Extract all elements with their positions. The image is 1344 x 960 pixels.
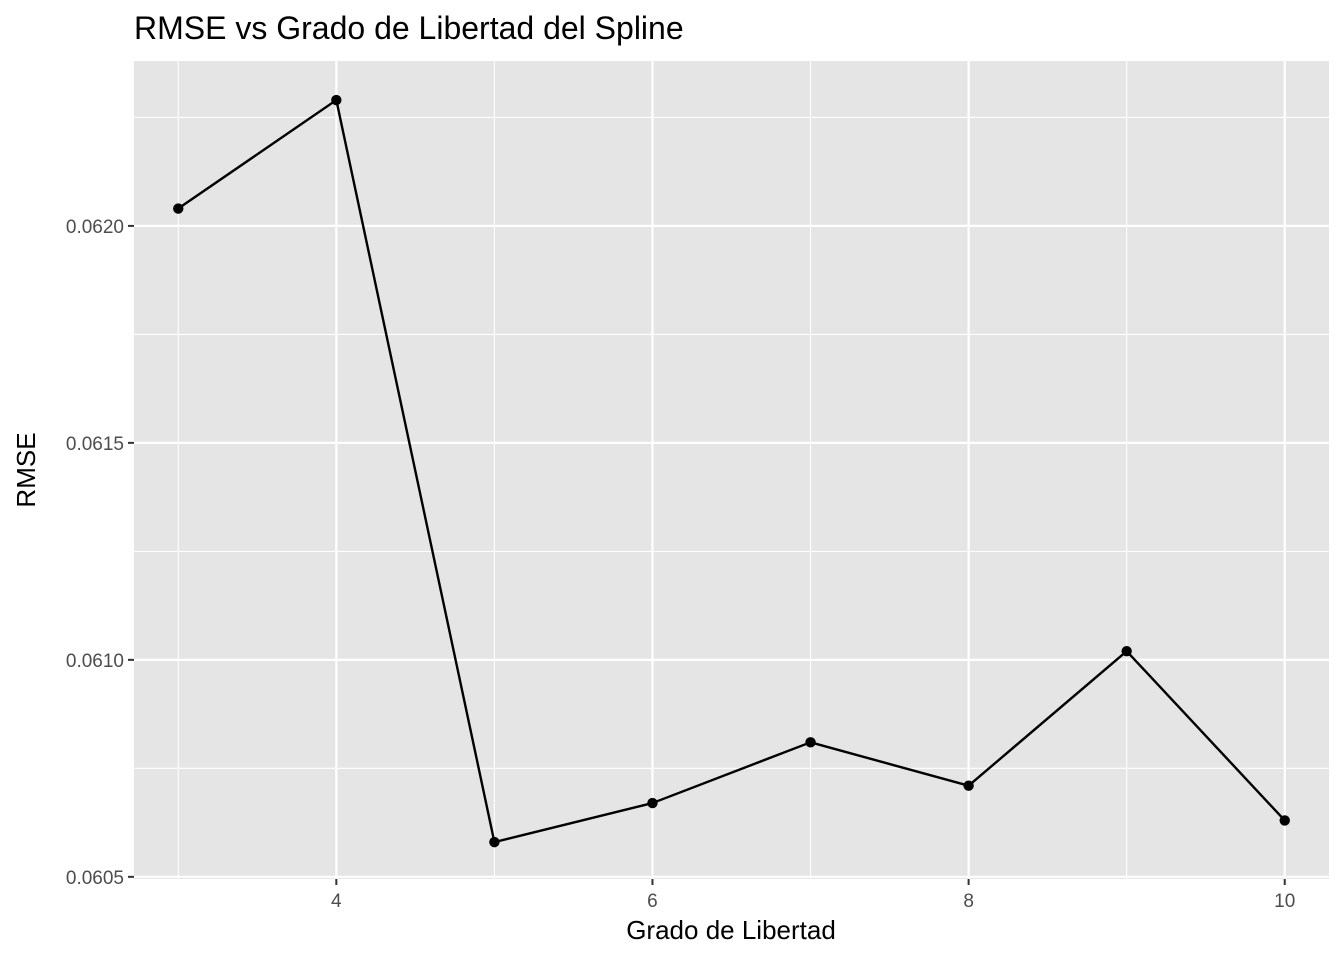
data-point bbox=[173, 203, 184, 214]
y-tick-label: 0.0605 bbox=[66, 868, 124, 889]
data-point bbox=[489, 836, 500, 848]
chart-title: RMSE vs Grado de Libertad del Spline bbox=[134, 10, 684, 46]
grid-lines bbox=[134, 61, 1329, 879]
data-point bbox=[1121, 645, 1132, 657]
x-tick-label: 6 bbox=[647, 891, 658, 912]
axes: 4 6 8 10 0.0605 0.0610 0.0615 0.0620 bbox=[66, 217, 1295, 912]
data-point bbox=[1279, 815, 1290, 826]
x-axis-title: Grado de Libertad bbox=[626, 915, 836, 945]
x-tick-label: 10 bbox=[1274, 891, 1295, 912]
y-tick-label: 0.0610 bbox=[66, 651, 124, 672]
data-point bbox=[963, 780, 974, 791]
y-tick-label: 0.0615 bbox=[66, 434, 124, 455]
data-point bbox=[805, 737, 816, 748]
x-tick-label: 8 bbox=[963, 891, 974, 912]
plot-panel bbox=[134, 61, 1329, 879]
data-point bbox=[331, 94, 342, 106]
y-axis-title: RMSE bbox=[11, 432, 41, 507]
series-rmse bbox=[173, 94, 1290, 848]
y-tick-label: 0.0620 bbox=[66, 217, 124, 238]
series-line bbox=[177, 98, 1286, 844]
data-point bbox=[647, 797, 658, 809]
x-tick-label: 4 bbox=[331, 891, 342, 912]
